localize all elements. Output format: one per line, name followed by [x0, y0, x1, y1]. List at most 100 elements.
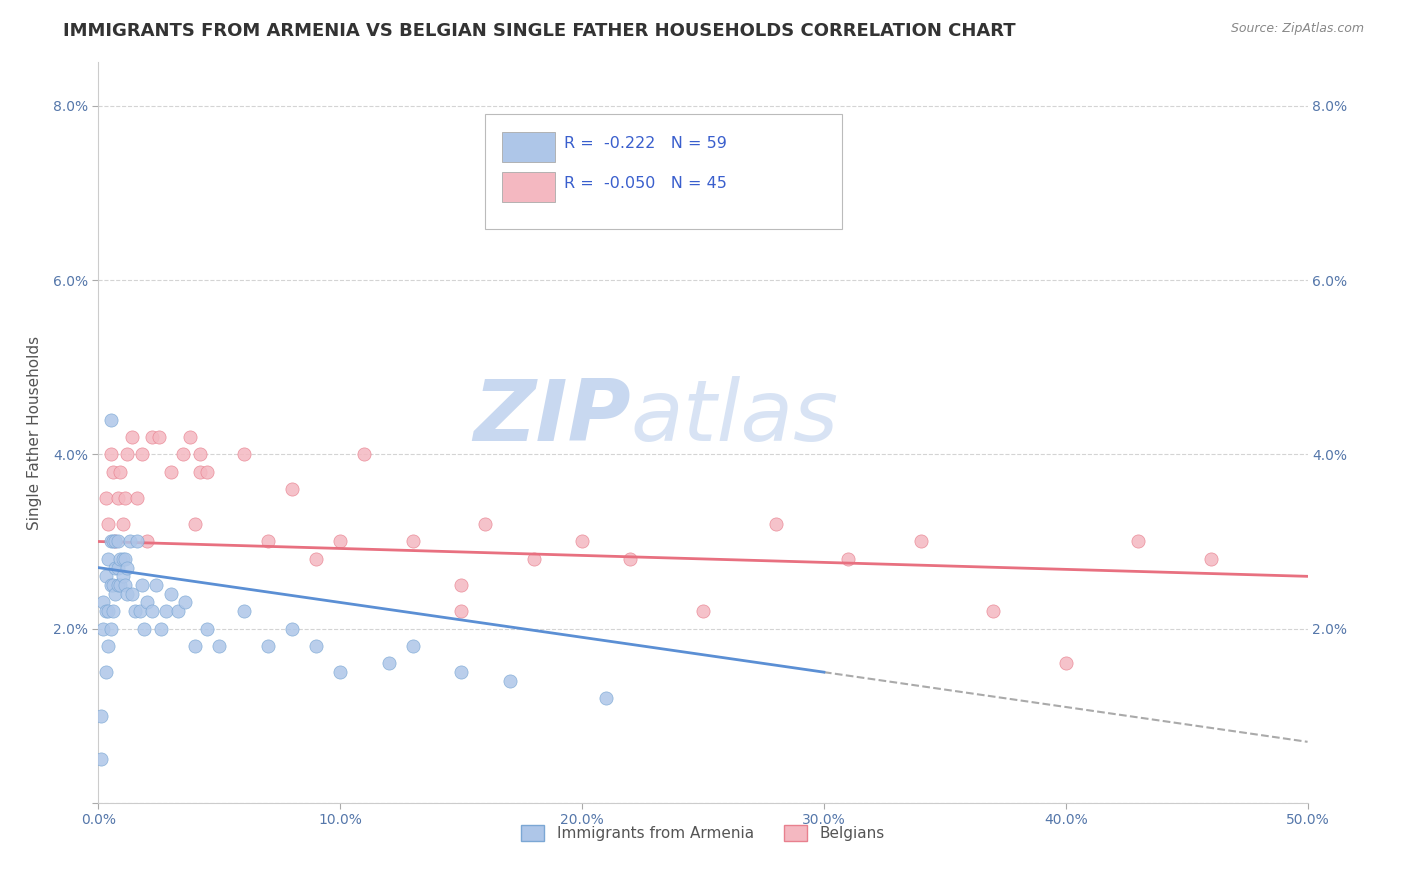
- Point: [94, 665, 117, 680]
- Point: [256, 639, 278, 653]
- Point: [188, 447, 211, 461]
- Point: [127, 534, 149, 549]
- Point: [117, 560, 139, 574]
- Point: [94, 604, 117, 618]
- Point: [108, 465, 131, 479]
- Point: [134, 622, 156, 636]
- Point: [114, 578, 136, 592]
- Text: R =  -0.222   N = 59: R = -0.222 N = 59: [564, 136, 727, 152]
- Point: [184, 639, 207, 653]
- Point: [101, 578, 124, 592]
- Point: [90, 708, 112, 723]
- Point: [97, 552, 120, 566]
- Point: [305, 639, 328, 653]
- Point: [281, 482, 304, 496]
- Point: [111, 517, 134, 532]
- Point: [104, 560, 127, 574]
- Point: [114, 552, 136, 566]
- Point: [141, 604, 163, 618]
- Point: [837, 552, 859, 566]
- Point: [305, 552, 328, 566]
- Point: [571, 534, 593, 549]
- Point: [498, 673, 520, 688]
- Point: [329, 534, 352, 549]
- Point: [232, 604, 254, 618]
- Point: [131, 578, 153, 592]
- Point: [121, 430, 143, 444]
- Point: [195, 465, 218, 479]
- Point: [179, 430, 201, 444]
- Point: [117, 587, 139, 601]
- Point: [104, 587, 127, 601]
- Point: [90, 752, 112, 766]
- Point: [402, 639, 425, 653]
- Point: [1054, 657, 1077, 671]
- Point: [329, 665, 352, 680]
- Point: [160, 465, 183, 479]
- FancyBboxPatch shape: [502, 132, 555, 161]
- Point: [100, 578, 122, 592]
- Point: [281, 622, 304, 636]
- Point: [208, 639, 231, 653]
- Point: [450, 665, 472, 680]
- Point: [94, 491, 117, 505]
- Point: [135, 595, 157, 609]
- Point: [91, 622, 114, 636]
- Point: [97, 639, 120, 653]
- Point: [107, 534, 129, 549]
- Point: [108, 552, 131, 566]
- Point: [145, 578, 167, 592]
- Point: [377, 657, 399, 671]
- Point: [107, 560, 129, 574]
- Text: R =  -0.050   N = 45: R = -0.050 N = 45: [564, 177, 727, 192]
- Point: [167, 604, 190, 618]
- Point: [111, 552, 134, 566]
- Legend: Immigrants from Armenia, Belgians: Immigrants from Armenia, Belgians: [515, 819, 891, 847]
- Point: [765, 517, 787, 532]
- Text: ZIP: ZIP: [472, 376, 630, 459]
- Point: [100, 534, 122, 549]
- Point: [104, 534, 127, 549]
- Point: [523, 552, 546, 566]
- Point: [114, 491, 136, 505]
- Point: [100, 622, 122, 636]
- Point: [101, 604, 124, 618]
- Point: [910, 534, 932, 549]
- Point: [141, 430, 163, 444]
- Point: [101, 465, 124, 479]
- Point: [474, 517, 496, 532]
- Point: [172, 447, 194, 461]
- Point: [128, 604, 150, 618]
- Point: [155, 604, 177, 618]
- Text: IMMIGRANTS FROM ARMENIA VS BELGIAN SINGLE FATHER HOUSEHOLDS CORRELATION CHART: IMMIGRANTS FROM ARMENIA VS BELGIAN SINGL…: [63, 22, 1017, 40]
- FancyBboxPatch shape: [485, 114, 842, 229]
- Text: atlas: atlas: [630, 376, 838, 459]
- Y-axis label: Single Father Households: Single Father Households: [27, 335, 42, 530]
- Point: [94, 569, 117, 583]
- Point: [108, 578, 131, 592]
- Point: [450, 604, 472, 618]
- Point: [188, 465, 211, 479]
- Point: [91, 595, 114, 609]
- Point: [135, 534, 157, 549]
- Point: [97, 604, 120, 618]
- Point: [981, 604, 1004, 618]
- Point: [450, 578, 472, 592]
- Point: [402, 534, 425, 549]
- Text: Source: ZipAtlas.com: Source: ZipAtlas.com: [1230, 22, 1364, 36]
- Point: [692, 604, 714, 618]
- Point: [101, 534, 124, 549]
- Point: [118, 534, 141, 549]
- Point: [184, 517, 207, 532]
- Point: [595, 691, 617, 706]
- Point: [100, 412, 122, 426]
- Point: [174, 595, 197, 609]
- FancyBboxPatch shape: [502, 172, 555, 202]
- Point: [107, 578, 129, 592]
- Point: [160, 587, 183, 601]
- Point: [619, 552, 641, 566]
- Point: [131, 447, 153, 461]
- Point: [111, 569, 134, 583]
- Point: [195, 622, 218, 636]
- Point: [150, 622, 173, 636]
